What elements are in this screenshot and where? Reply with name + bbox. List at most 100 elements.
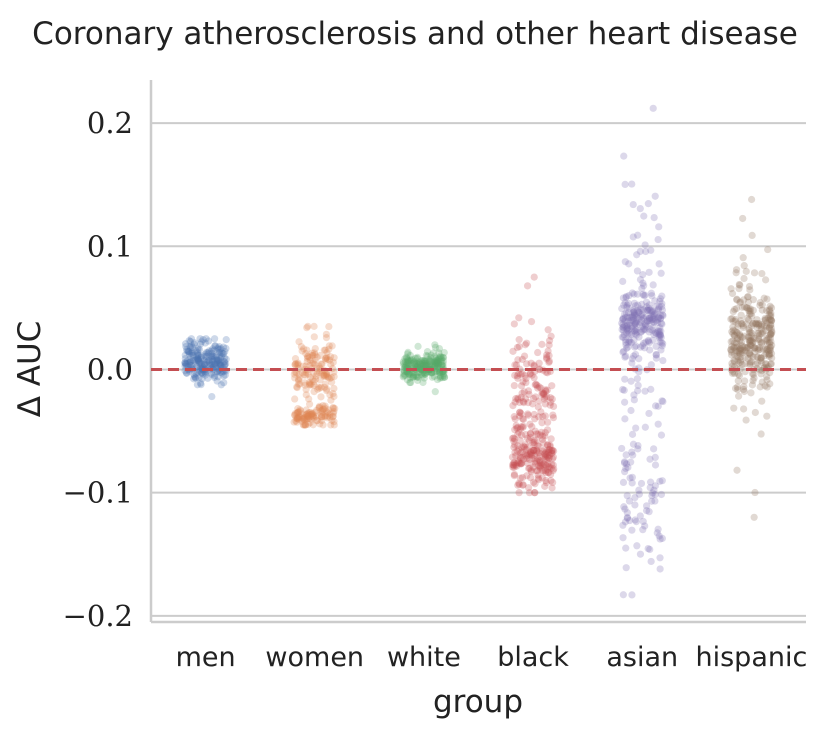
point-men (204, 348, 212, 357)
point-men (211, 335, 219, 343)
point-asian (644, 306, 652, 315)
point-hispanic (741, 360, 749, 368)
point-women (329, 412, 337, 420)
point-women (322, 386, 331, 395)
point-hispanic (734, 323, 742, 331)
point-men (212, 360, 220, 368)
point-men (207, 347, 215, 355)
point-white (404, 348, 412, 356)
point-asian (645, 268, 653, 276)
point-asian (633, 251, 641, 259)
point-men (222, 336, 230, 344)
point-hispanic (744, 333, 752, 341)
point-women (328, 378, 336, 386)
point-asian (634, 301, 642, 309)
point-black (515, 428, 523, 436)
point-asian (646, 478, 655, 486)
point-black (520, 442, 528, 451)
point-women (301, 381, 309, 389)
point-black (542, 468, 550, 476)
point-men (210, 353, 218, 361)
point-asian (639, 517, 647, 526)
point-hispanic (748, 337, 756, 345)
point-men (200, 361, 208, 369)
point-black (531, 393, 540, 401)
point-men (185, 337, 193, 345)
point-hispanic (749, 296, 757, 304)
point-men (205, 358, 214, 366)
point-asian (645, 409, 653, 418)
point-men (204, 374, 212, 382)
point-women (299, 421, 307, 429)
point-asian (647, 385, 655, 393)
point-asian (652, 329, 660, 337)
point-black (523, 434, 532, 442)
point-men (204, 357, 212, 365)
point-black (533, 436, 541, 444)
point-white (404, 356, 412, 364)
point-hispanic (765, 351, 773, 359)
point-hispanic (764, 347, 773, 355)
point-black (549, 467, 557, 475)
point-women (310, 388, 318, 396)
point-men (217, 362, 225, 370)
point-hispanic (755, 329, 763, 337)
point-women (313, 369, 321, 378)
point-women (320, 405, 328, 413)
point-black (514, 457, 522, 465)
point-men (221, 361, 229, 369)
point-asian (655, 532, 663, 540)
point-hispanic (732, 266, 741, 274)
point-women (301, 413, 309, 422)
point-hispanic (767, 330, 775, 338)
point-asian (656, 314, 665, 323)
point-white (418, 369, 427, 377)
point-hispanic (749, 338, 757, 346)
point-white (419, 371, 427, 379)
point-women (311, 351, 319, 359)
point-white (404, 350, 412, 358)
point-black (550, 447, 558, 455)
point-asian (658, 342, 666, 350)
point-men (196, 355, 204, 363)
point-white (399, 358, 407, 366)
point-asian (627, 330, 636, 338)
point-black (527, 474, 535, 482)
point-women (319, 402, 327, 410)
point-black (513, 462, 521, 470)
point-white (409, 372, 418, 380)
point-hispanic (751, 488, 759, 497)
point-black (536, 463, 544, 471)
point-hispanic (763, 340, 772, 348)
point-hispanic (733, 339, 741, 347)
point-hispanic (762, 276, 770, 284)
point-asian (632, 331, 641, 339)
point-hispanic (746, 337, 754, 345)
point-women (295, 415, 303, 423)
point-hispanic (741, 377, 749, 385)
point-black (537, 428, 546, 436)
point-hispanic (767, 360, 775, 368)
point-men (215, 358, 224, 366)
point-hispanic (758, 321, 766, 329)
point-black (538, 419, 546, 427)
point-asian (649, 281, 657, 289)
point-hispanic (767, 343, 775, 352)
point-asian (643, 323, 651, 331)
point-women (300, 415, 309, 423)
point-asian (620, 459, 629, 467)
point-white (417, 366, 426, 374)
point-asian (658, 477, 666, 485)
point-asian (653, 319, 662, 327)
point-men (214, 345, 222, 353)
point-white (425, 360, 434, 369)
point-black (544, 468, 552, 477)
point-asian (624, 463, 632, 471)
point-black (530, 489, 539, 497)
point-asian (635, 355, 643, 363)
point-men (197, 353, 205, 361)
point-hispanic (761, 314, 769, 323)
point-black (545, 463, 554, 471)
point-asian (621, 468, 629, 476)
point-women (293, 383, 301, 392)
